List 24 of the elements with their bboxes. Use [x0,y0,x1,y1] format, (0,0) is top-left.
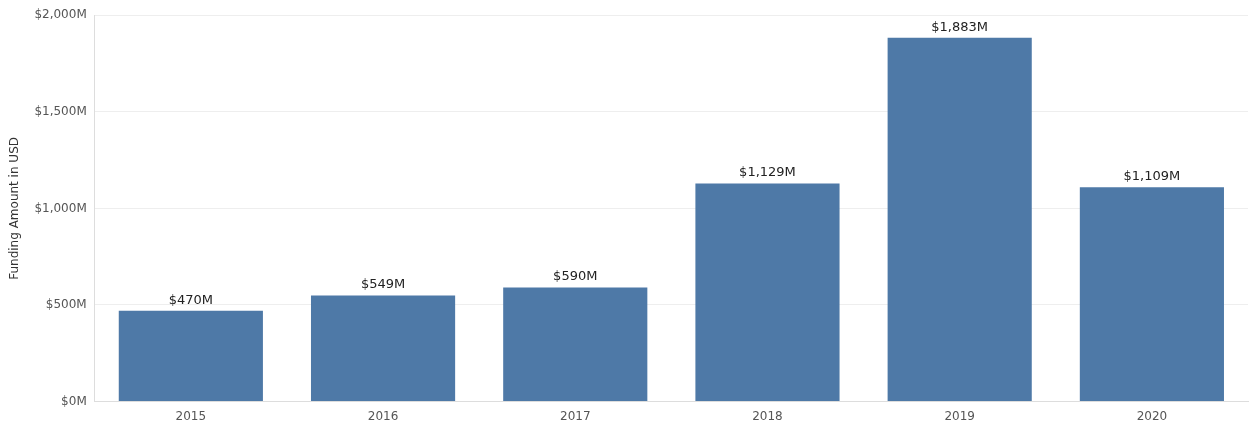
x-tick-label: 2017 [559,408,591,423]
data-label: $470M [168,291,213,307]
bar [1079,187,1224,402]
data-label: $590M [553,268,598,284]
bar [887,37,1032,402]
x-tick-label: 2018 [752,408,783,423]
x-tick-label: 2015 [175,408,207,423]
bar [695,183,840,402]
data-label: $549M [360,276,406,292]
y-tick-label: $0M [61,393,87,408]
y-tick-label: $2,000M [34,7,87,22]
y-axis-title: Funding Amount in USD [7,136,22,280]
y-tick-label: $1,500M [34,103,87,118]
x-tick-label: 2019 [944,408,975,423]
bar [503,287,648,402]
y-tick-label: $1,000M [34,200,87,215]
data-label: $1,129M [739,164,796,180]
bar [310,295,456,402]
x-tick-label: 2020 [1136,408,1168,423]
bar [118,310,263,402]
x-tick-label: 2016 [367,408,399,423]
y-tick-label: $500M [45,297,87,312]
data-label: $1,883M [931,18,989,34]
data-label: $1,109M [1123,168,1181,184]
